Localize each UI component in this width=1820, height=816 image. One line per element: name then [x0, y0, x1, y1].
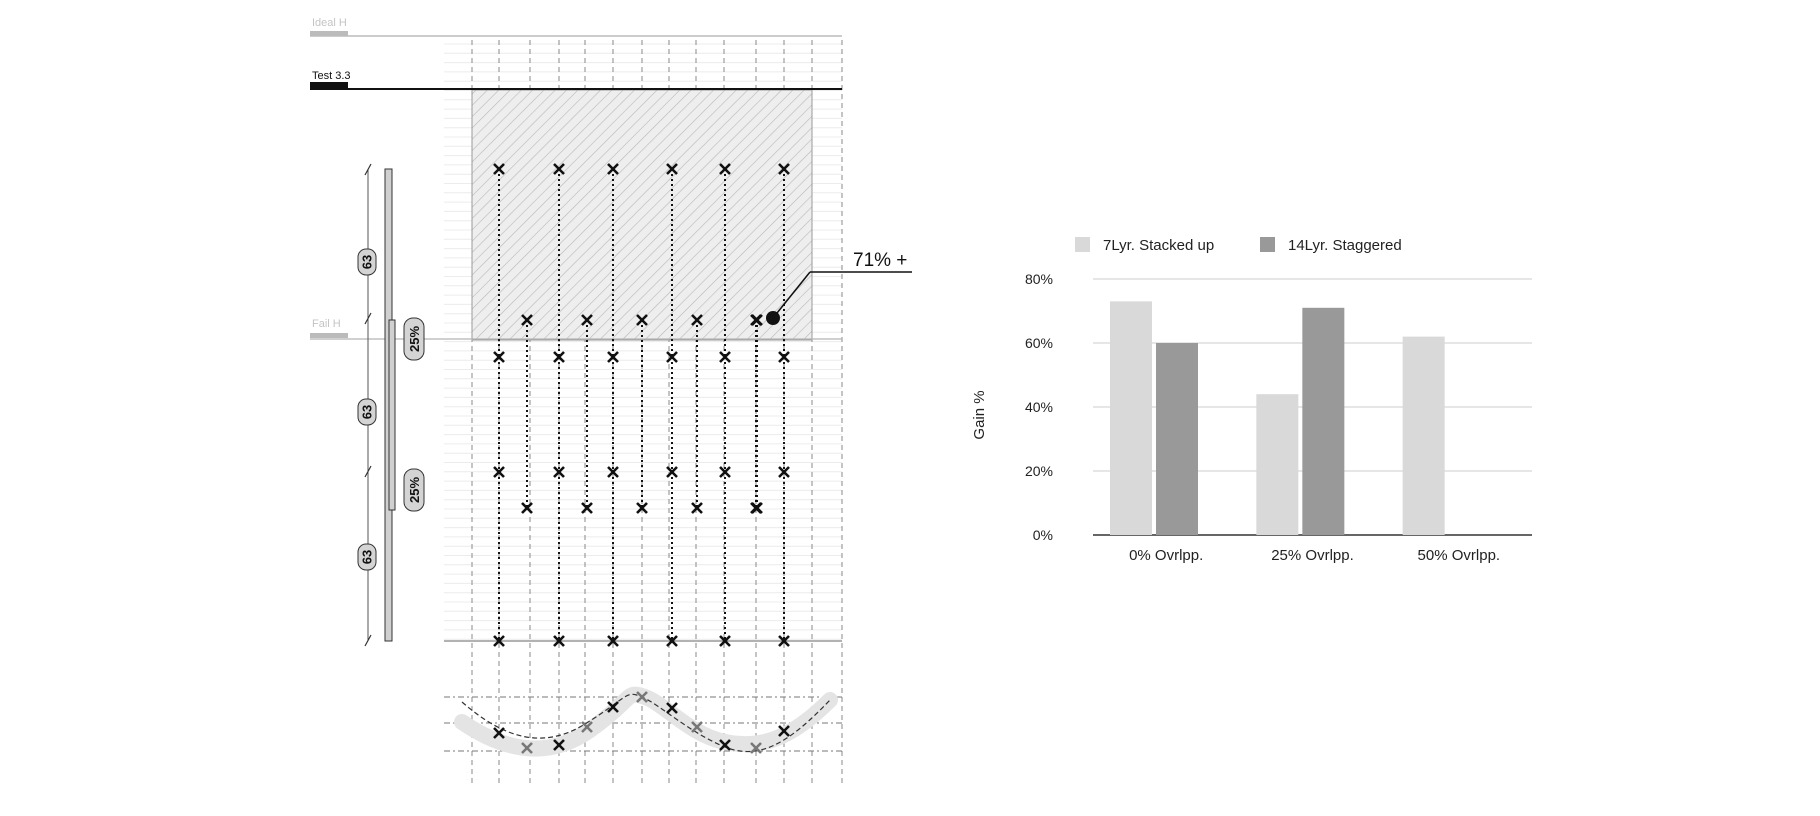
x-marker [553, 466, 565, 478]
bracket-badge-1: 63 [357, 248, 377, 276]
fail-height-marker [310, 333, 348, 338]
x-tick-labels: 0% Ovrlpp. 25% Ovrlpp. 50% Ovrlpp. [1129, 547, 1500, 564]
chart-bars [1110, 301, 1445, 535]
y-tick-label: 0% [1033, 527, 1053, 543]
bracket-value-2: 63 [360, 405, 375, 419]
bracket-bar-right [388, 319, 396, 511]
layer-diagram: Ideal H Test 3.3 Fail H 63 63 [310, 17, 912, 786]
hatched-region [471, 89, 813, 341]
x-marker [581, 502, 593, 514]
x-marker [607, 351, 619, 363]
x-marker [666, 466, 678, 478]
y-tick-label: 80% [1025, 271, 1053, 287]
legend-swatch-1 [1075, 237, 1090, 252]
x-marker [521, 314, 533, 326]
x-marker [778, 466, 790, 478]
bar-stacked-0 [1110, 301, 1152, 535]
bracket-value-1: 63 [360, 255, 375, 269]
overlap-value-2: 25% [407, 477, 422, 503]
x-marker [553, 351, 565, 363]
x-marker [719, 739, 731, 751]
callout-leader [772, 271, 811, 319]
x-marker [666, 351, 678, 363]
x-marker [493, 163, 505, 175]
x-marker [521, 502, 533, 514]
x-marker [778, 635, 790, 647]
legend-label-1: 7Lyr. Stacked up [1103, 237, 1214, 254]
y-axis-title: Gain % [971, 390, 988, 439]
bracket-tick [364, 634, 372, 647]
legend-swatch-2 [1260, 237, 1275, 252]
bracket-value-3: 63 [360, 550, 375, 564]
x-marker [607, 163, 619, 175]
x-marker [691, 502, 703, 514]
test-height-marker [310, 82, 348, 89]
x-tick-label: 50% Ovrlpp. [1418, 547, 1501, 564]
x-marker [751, 502, 763, 514]
x-marker [750, 742, 762, 754]
fail-height-label: Fail H [312, 318, 341, 330]
x-marker [691, 721, 703, 733]
bracket-badge-3: 63 [357, 543, 377, 571]
ideal-height-label: Ideal H [312, 17, 347, 29]
callout-label: 71% + [853, 250, 907, 271]
callout-dot [766, 311, 780, 325]
x-tick-label: 0% Ovrlpp. [1129, 547, 1203, 564]
x-marker [553, 163, 565, 175]
chart-legend: 7Lyr. Stacked up 14Lyr. Staggered [1075, 237, 1402, 254]
bracket-badge-2: 63 [357, 398, 377, 426]
x-marker [636, 502, 648, 514]
overlap-badge-2: 25% [403, 468, 425, 512]
bar-stacked-1 [1256, 394, 1299, 535]
x-marker [636, 691, 648, 703]
x-marker [666, 702, 678, 714]
x-marker [719, 351, 731, 363]
test-height-label: Test 3.3 [312, 70, 351, 82]
x-marker [493, 351, 505, 363]
y-tick-label: 20% [1025, 463, 1053, 479]
x-marker [607, 701, 619, 713]
x-marker [691, 314, 703, 326]
x-marker [521, 742, 533, 754]
dimension-brackets: 63 63 63 25% 25% [357, 163, 425, 647]
x-marker [493, 727, 505, 739]
x-marker [553, 739, 565, 751]
overlap-value-1: 25% [407, 326, 422, 352]
x-marker [719, 163, 731, 175]
y-tick-label: 60% [1025, 335, 1053, 351]
x-marker [778, 725, 790, 737]
x-marker [778, 351, 790, 363]
x-marker [581, 314, 593, 326]
bar-stacked-2 [1402, 336, 1445, 535]
x-marker [607, 635, 619, 647]
bar-staggered-1 [1302, 307, 1345, 535]
diagram-markers [454, 163, 838, 757]
x-marker [607, 466, 619, 478]
x-marker [666, 163, 678, 175]
bracket-tick [364, 312, 372, 325]
x-marker [719, 466, 731, 478]
y-tick-labels: 0% 20% 40% 60% 80% [1025, 271, 1053, 543]
x-marker [636, 314, 648, 326]
x-marker [581, 721, 593, 733]
bracket-tick [364, 465, 372, 478]
bracket-tick [364, 163, 372, 176]
x-marker [719, 635, 731, 647]
overlap-badge-1: 25% [403, 317, 425, 361]
legend-label-2: 14Lyr. Staggered [1288, 237, 1402, 254]
x-marker [666, 635, 678, 647]
x-marker [493, 466, 505, 478]
x-marker [493, 635, 505, 647]
x-marker [553, 635, 565, 647]
y-tick-label: 40% [1025, 399, 1053, 415]
x-tick-label: 25% Ovrlpp. [1271, 547, 1354, 564]
bar-staggered-0 [1156, 343, 1198, 535]
ideal-height-marker [310, 31, 348, 36]
x-marker [778, 163, 790, 175]
x-marker [751, 314, 763, 326]
bar-chart: 7Lyr. Stacked up 14Lyr. Staggered 0% 20% 4… [971, 237, 1532, 564]
